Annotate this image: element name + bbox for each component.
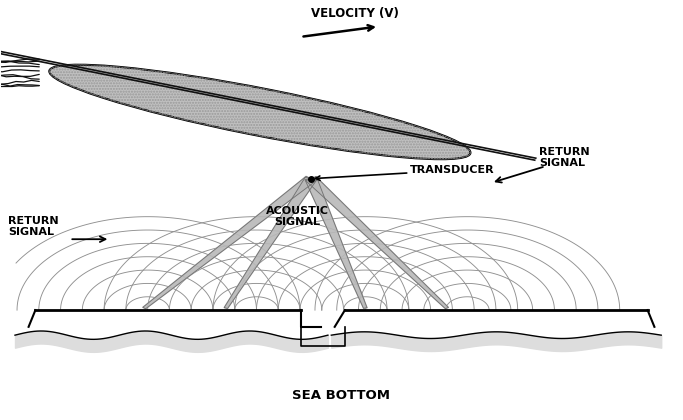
Text: VELOCITY (V): VELOCITY (V) bbox=[311, 7, 399, 20]
Text: TRANSDUCER: TRANSDUCER bbox=[316, 165, 494, 180]
Text: RETURN
SIGNAL: RETURN SIGNAL bbox=[8, 216, 59, 237]
Polygon shape bbox=[305, 178, 367, 308]
Text: ACOUSTIC
SIGNAL: ACOUSTIC SIGNAL bbox=[266, 206, 329, 227]
Ellipse shape bbox=[49, 65, 471, 159]
Polygon shape bbox=[306, 177, 449, 309]
Polygon shape bbox=[224, 177, 316, 308]
Polygon shape bbox=[143, 176, 316, 309]
Text: RETURN
SIGNAL: RETURN SIGNAL bbox=[539, 147, 589, 168]
Text: SEA BOTTOM: SEA BOTTOM bbox=[292, 389, 391, 402]
